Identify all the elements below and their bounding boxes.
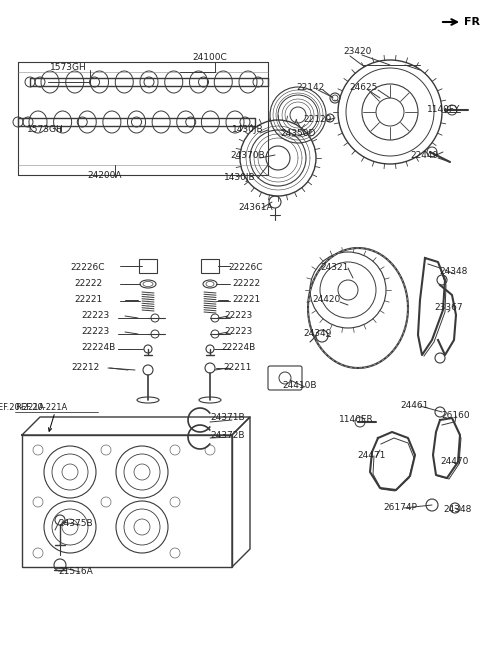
Text: 1573GH: 1573GH	[26, 125, 63, 135]
Text: 22223: 22223	[224, 327, 252, 336]
Text: 22142: 22142	[296, 83, 324, 93]
Text: 1430JB: 1430JB	[224, 173, 256, 183]
Text: 21516A: 21516A	[59, 568, 94, 576]
Text: 22221: 22221	[232, 296, 260, 304]
Text: 24471: 24471	[358, 451, 386, 459]
Text: 22226C: 22226C	[71, 263, 105, 273]
Text: 24372B: 24372B	[211, 430, 245, 440]
Text: 24420: 24420	[312, 296, 340, 304]
Text: REF.20-221A: REF.20-221A	[15, 403, 67, 413]
Text: 22129: 22129	[304, 116, 332, 124]
Text: 22223: 22223	[81, 327, 109, 336]
Text: 22449: 22449	[410, 150, 438, 160]
Text: 24349: 24349	[304, 330, 332, 338]
Text: 22222: 22222	[232, 279, 260, 288]
Text: 22211: 22211	[224, 363, 252, 373]
Text: 24350D: 24350D	[280, 129, 316, 137]
Text: 22223: 22223	[224, 311, 252, 321]
Text: 23367: 23367	[435, 304, 463, 313]
Text: 1140FY: 1140FY	[427, 106, 461, 114]
Text: 22226C: 22226C	[229, 263, 263, 273]
Text: 1430JB: 1430JB	[232, 125, 264, 135]
Text: 24410B: 24410B	[283, 380, 317, 390]
Text: 24100C: 24100C	[192, 53, 228, 62]
Text: 24200A: 24200A	[88, 171, 122, 179]
Text: 24461: 24461	[401, 401, 429, 409]
Text: 24348: 24348	[444, 505, 472, 514]
Text: 22212: 22212	[71, 363, 99, 373]
Text: 24371B: 24371B	[211, 413, 245, 422]
Text: 24361A: 24361A	[239, 202, 273, 212]
Text: 26174P: 26174P	[383, 503, 417, 512]
Text: 24370B: 24370B	[231, 150, 265, 160]
Text: 24375B: 24375B	[59, 520, 93, 528]
Text: 22222: 22222	[74, 279, 102, 288]
Text: 1573GH: 1573GH	[49, 64, 86, 72]
Bar	[22, 435, 232, 567]
Text: 22224B: 22224B	[81, 344, 115, 353]
Text: FR.: FR.	[464, 17, 480, 27]
Text: 22223: 22223	[81, 311, 109, 321]
Text: 22224B: 22224B	[221, 344, 255, 353]
Text: 24348: 24348	[440, 267, 468, 277]
Text: 24625: 24625	[350, 83, 378, 93]
Text: 1140ER: 1140ER	[338, 415, 373, 424]
Text: REF.20-221A: REF.20-221A	[0, 403, 44, 411]
Text: 22221: 22221	[74, 296, 102, 304]
Text: 24470: 24470	[441, 457, 469, 466]
Text: 26160: 26160	[442, 411, 470, 420]
Text: 23420: 23420	[344, 47, 372, 57]
Text: 24321: 24321	[321, 263, 349, 273]
